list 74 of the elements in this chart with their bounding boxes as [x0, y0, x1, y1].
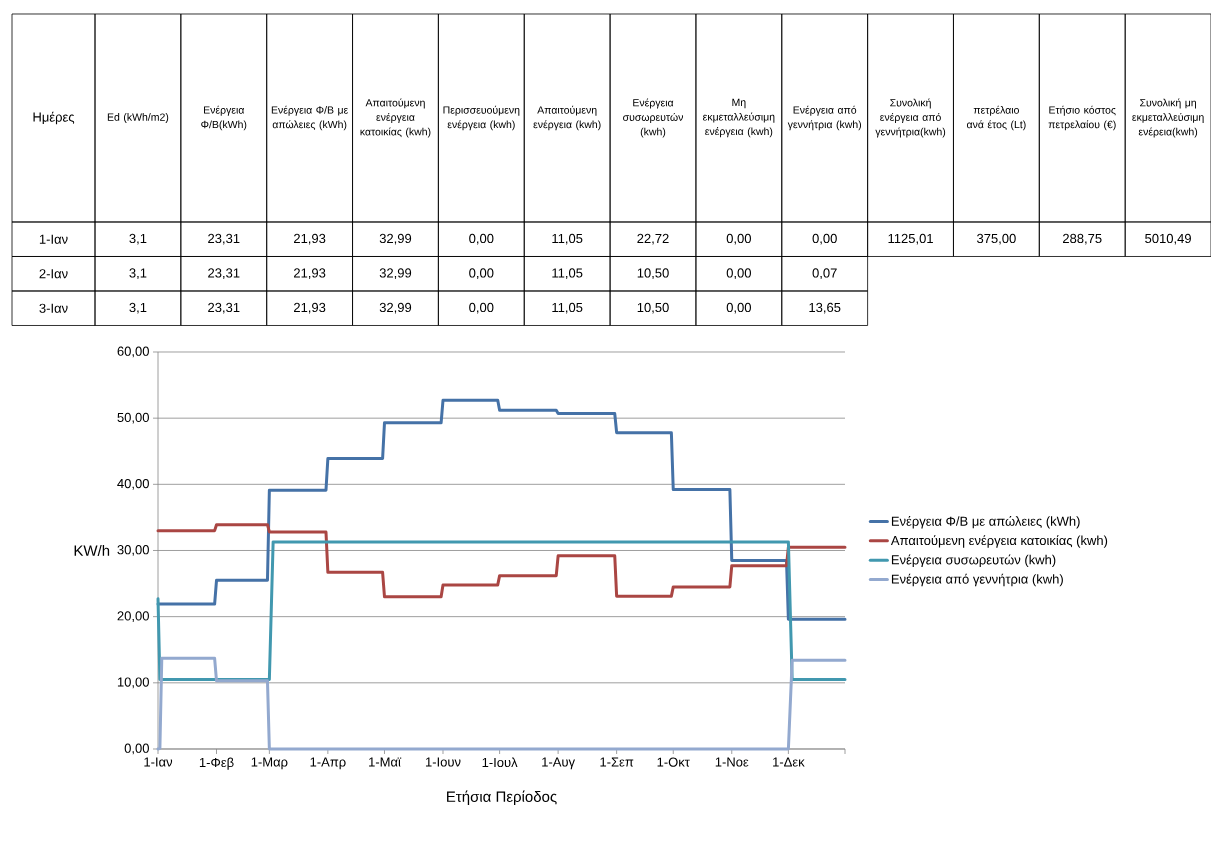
- text: 0,00: [469, 268, 494, 280]
- legend-label: Ενέργεια Φ/Β με απώλειες (kWh): [891, 515, 1080, 529]
- x-tick-label: 1-Οκτ: [657, 757, 690, 767]
- category-label: Συνολική ενέργεια από γεννήτρια(kwh): [875, 98, 946, 138]
- text: 32,99: [379, 302, 412, 314]
- x-tick-label: 1-Ιουλ: [482, 757, 518, 768]
- y-tick-label: 10,00: [117, 677, 149, 689]
- legend-label: Απαιτούμενη ενέργεια κατοικίας (kwh): [890, 535, 1108, 548]
- text: 23,31: [208, 268, 240, 280]
- text: 32,99: [379, 233, 412, 245]
- text: 13,65: [809, 302, 841, 314]
- category-label: Ετήσιο κόστος πετρελαίου (€): [1048, 105, 1116, 131]
- text: 10,50: [637, 268, 669, 280]
- x-tick-label: 1-Απρ: [310, 757, 346, 770]
- text: 23,31: [208, 233, 240, 245]
- y-tick-label: 0,00: [124, 743, 149, 755]
- category-label: 3-Ιαν: [39, 303, 68, 313]
- x-tick-label: 1-Αυγ: [542, 757, 575, 770]
- y-tick-label: 40,00: [117, 478, 149, 490]
- text: 11,05: [552, 268, 583, 280]
- text: 11,05: [552, 302, 583, 314]
- x-tick-label: 1-Σεπ: [600, 757, 634, 767]
- text: 32,99: [379, 268, 412, 280]
- x-axis-title: Ετήσια Περίοδος: [447, 790, 557, 805]
- text: 0,00: [726, 233, 751, 245]
- category-label: Ενέργεια από γεννήτρια (kwh): [787, 105, 862, 131]
- category-label: Ed (kWh/m2): [107, 113, 169, 123]
- category-label: Ενέργεια Φ/Β με απώλειες (kWh): [271, 105, 349, 131]
- text: 23,31: [208, 302, 240, 314]
- category-label: Συνολική μη εκμεταλλεύσιμη ενέρεια(kwh): [1132, 98, 1204, 138]
- x-tick-label: 1-Μαϊ: [369, 757, 402, 767]
- y-tick-label: 60,00: [117, 346, 149, 358]
- text: 1125,01: [888, 233, 933, 245]
- text: 21,93: [294, 268, 326, 280]
- x-tick-label: 1-Νοε: [715, 757, 749, 767]
- text: Ημέρες: [33, 111, 75, 125]
- category-label: Απαιτούμενη ενέργεια κατοικίας (kwh): [360, 98, 431, 138]
- legend-label: Ενέργεια συσωρευτών (kwh): [891, 554, 1056, 567]
- text: 5010,49: [1145, 233, 1191, 245]
- text: 0,00: [469, 233, 494, 245]
- x-tick-label: 1-Μαρ: [251, 757, 288, 770]
- x-tick-label: 1-Ιαν: [144, 757, 173, 767]
- text: 3,1: [129, 302, 147, 314]
- category-label: πετρέλαιο ανά έτος (Lt): [966, 105, 1026, 131]
- text: 3,1: [129, 233, 147, 245]
- legend-label: Ενέργεια από γεννήτρια (kwh): [891, 573, 1063, 587]
- category-label: 2-Ιαν: [39, 269, 68, 279]
- text: 0,00: [726, 268, 751, 280]
- text: 375,00: [977, 233, 1016, 245]
- text: 0,07: [812, 268, 837, 280]
- category-label: Περισσευούμενη ενέργεια (kwh): [443, 105, 520, 131]
- y-tick-label: 50,00: [117, 412, 149, 424]
- y-axis-title: KW/h: [74, 544, 110, 556]
- text: 10,50: [637, 302, 669, 314]
- category-label: Μη εκμεταλλεύσιμη ενέργεια (kwh): [703, 98, 775, 138]
- x-tick-label: 1-Ιουν: [425, 757, 461, 767]
- text: 288,75: [1063, 233, 1102, 245]
- text: 0,00: [726, 302, 751, 314]
- text: 0,00: [469, 302, 494, 314]
- text: 11,05: [552, 233, 583, 245]
- x-tick-label: 1-Φεβ: [199, 757, 234, 770]
- text: 22,72: [637, 233, 669, 245]
- text: 21,93: [294, 233, 326, 245]
- category-label: 1-Ιαν: [39, 234, 68, 244]
- text: 21,93: [294, 302, 326, 314]
- y-tick-label: 20,00: [117, 611, 149, 623]
- x-tick-label: 1-Δεκ: [773, 757, 805, 767]
- line-series: [156, 523, 847, 599]
- category-label: Ενέργεια συσωρευτών (kwh): [623, 98, 683, 138]
- text: 3,1: [129, 268, 147, 280]
- text: 0,00: [812, 233, 837, 245]
- category-label: Ενέργεια Φ/Β(kWh): [201, 105, 247, 131]
- category-label: Απαιτούμενη ενέργεια (kwh): [533, 105, 601, 131]
- y-tick-label: 30,00: [117, 545, 149, 556]
